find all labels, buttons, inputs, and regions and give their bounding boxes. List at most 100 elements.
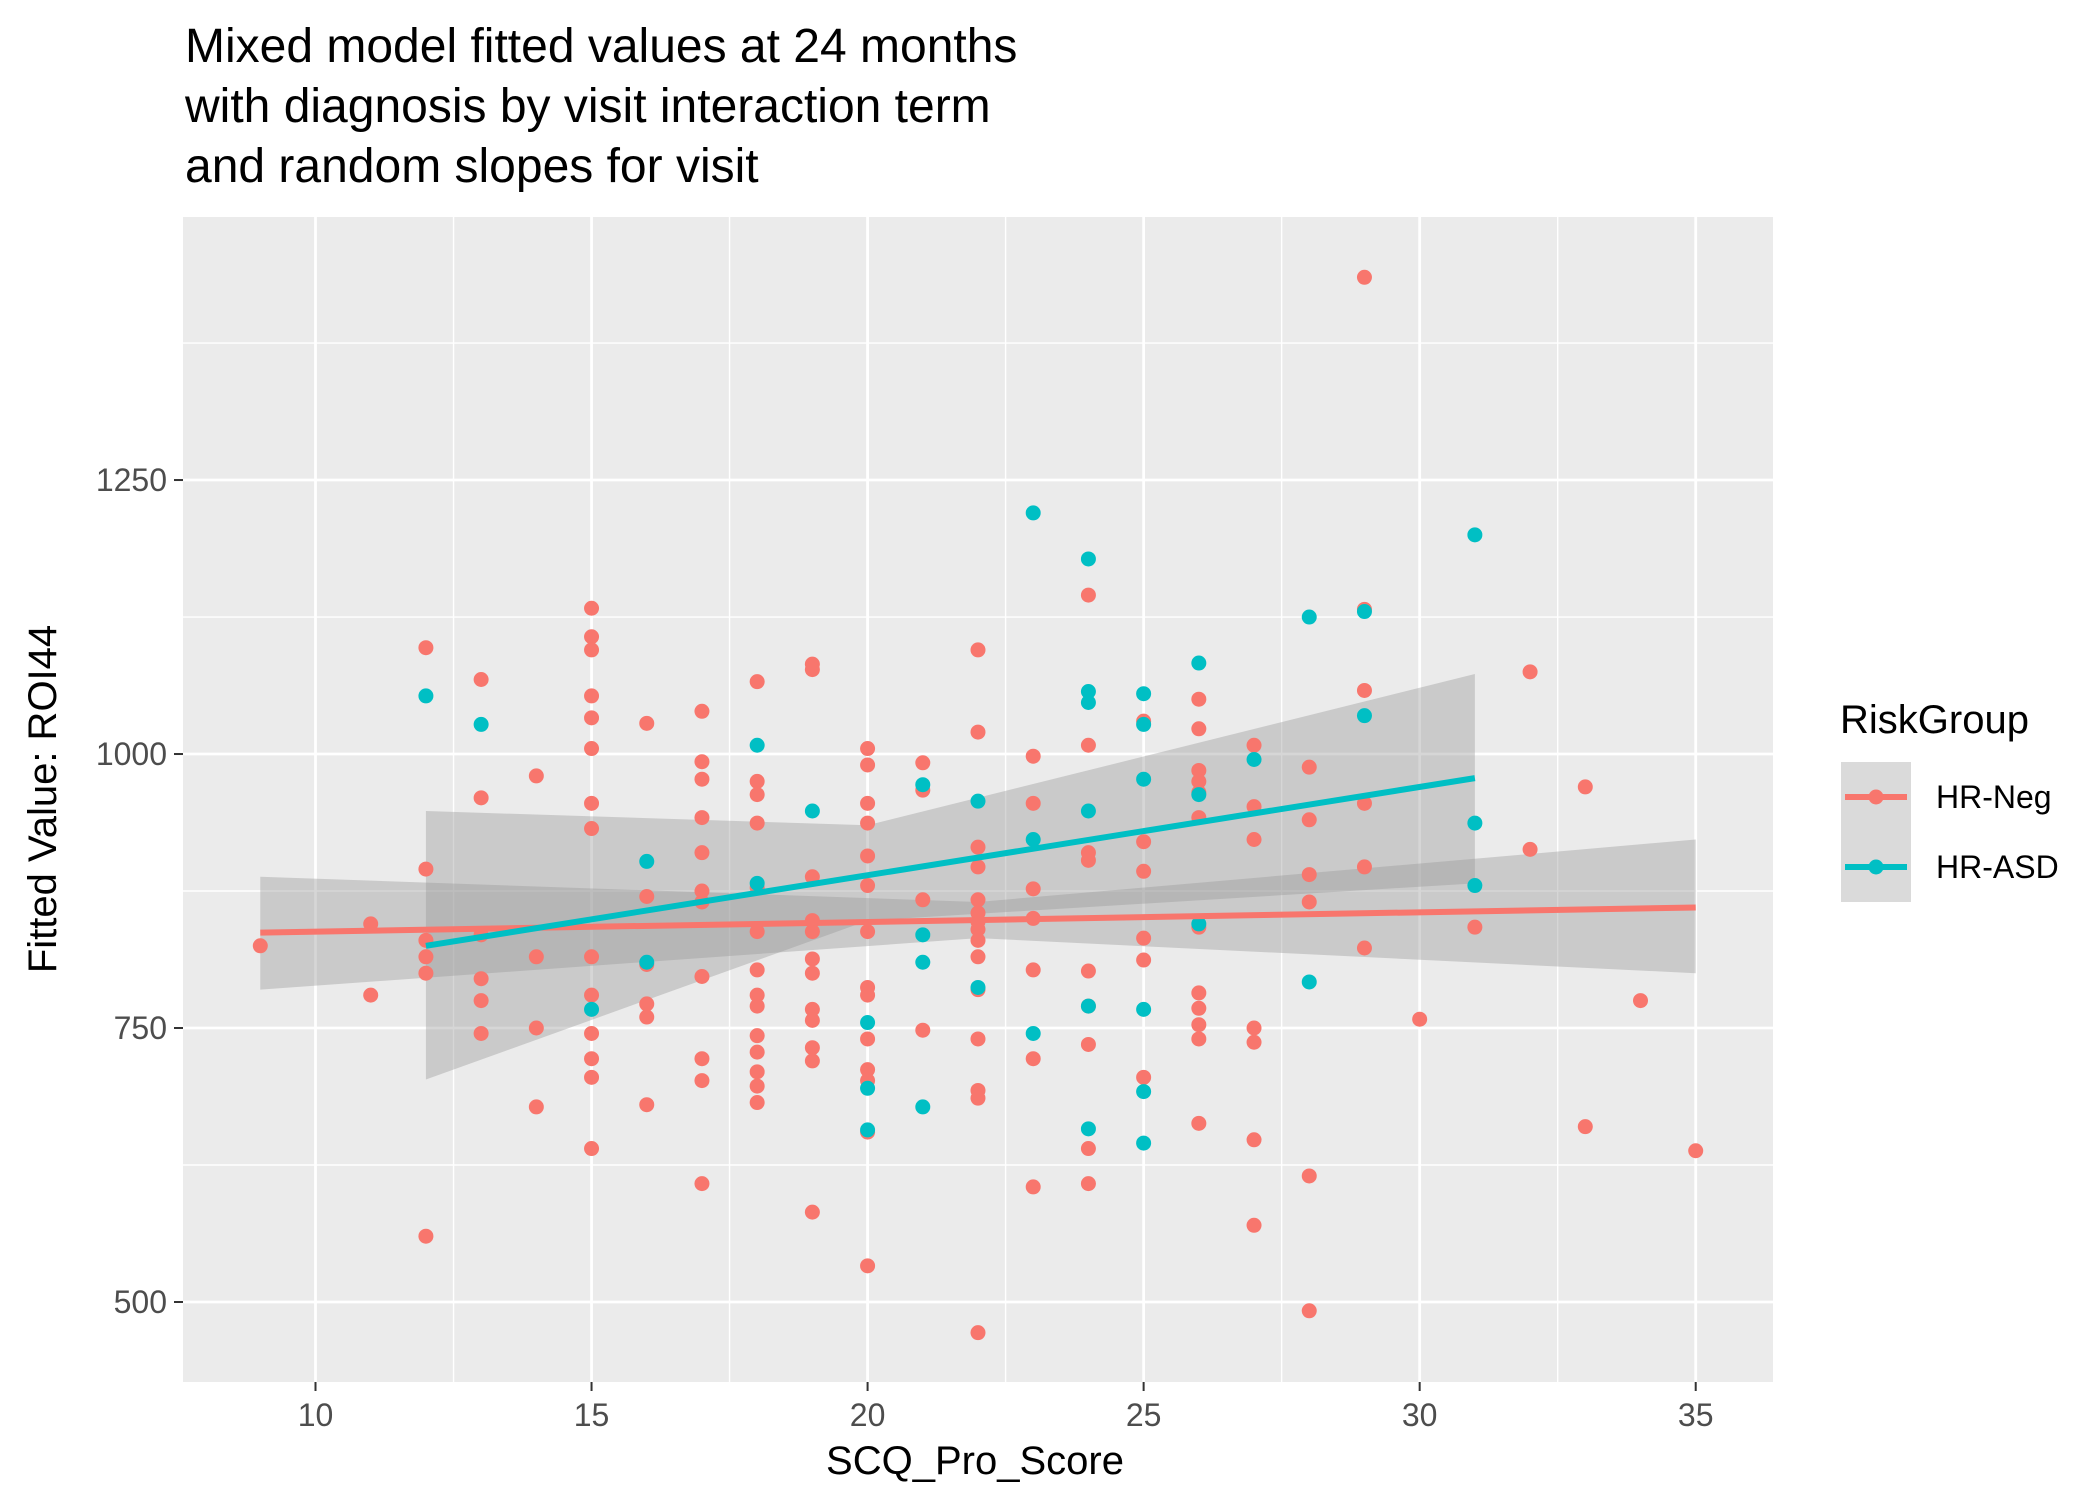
- data-point-HR-ASD: [1136, 686, 1152, 702]
- data-point-HR-Neg: [860, 1258, 876, 1274]
- data-point-HR-ASD: [1301, 609, 1317, 625]
- data-point-HR-Neg: [970, 1090, 986, 1106]
- data-point-HR-Neg: [1577, 779, 1593, 795]
- data-point-HR-Neg: [1246, 832, 1262, 848]
- data-point-HR-Neg: [860, 757, 876, 773]
- data-point-HR-Neg: [639, 888, 655, 904]
- data-point-HR-Neg: [749, 1078, 765, 1094]
- data-point-HR-Neg: [970, 892, 986, 908]
- data-point-HR-Neg: [694, 968, 710, 984]
- data-point-HR-Neg: [749, 1064, 765, 1080]
- data-point-HR-ASD: [915, 954, 931, 970]
- data-point-HR-ASD: [749, 875, 765, 891]
- data-point-HR-Neg: [1246, 1132, 1262, 1148]
- data-point-HR-Neg: [584, 600, 600, 616]
- data-point-HR-Neg: [970, 921, 986, 937]
- data-point-HR-Neg: [528, 1099, 544, 1115]
- chart-title-line-2: with diagnosis by visit interaction term: [184, 80, 991, 133]
- data-point-HR-ASD: [1080, 695, 1096, 711]
- x-tick-label: 25: [1126, 1397, 1162, 1433]
- data-point-HR-Neg: [473, 971, 489, 987]
- data-point-HR-ASD: [1356, 604, 1372, 620]
- legend: RiskGroup HR-Neg HR-ASD: [1840, 698, 2059, 902]
- data-point-HR-Neg: [1688, 1143, 1704, 1159]
- data-point-HR-Neg: [1080, 737, 1096, 753]
- data-point-HR-ASD: [1025, 832, 1041, 848]
- legend-point-HR-Neg: [1868, 789, 1884, 805]
- data-point-HR-ASD: [1467, 878, 1483, 894]
- data-point-HR-Neg: [473, 993, 489, 1009]
- data-point-HR-Neg: [1522, 664, 1538, 680]
- data-point-HR-Neg: [970, 839, 986, 855]
- data-point-HR-ASD: [418, 688, 434, 704]
- data-point-HR-Neg: [860, 795, 876, 811]
- data-point-HR-ASD: [860, 1122, 876, 1138]
- data-point-HR-Neg: [970, 642, 986, 658]
- data-point-HR-Neg: [1191, 1115, 1207, 1131]
- data-point-HR-Neg: [639, 1097, 655, 1113]
- data-point-HR-Neg: [418, 949, 434, 965]
- data-point-HR-Neg: [363, 987, 379, 1003]
- data-point-HR-Neg: [1080, 1036, 1096, 1052]
- x-tick-label: 10: [298, 1397, 334, 1433]
- data-point-HR-Neg: [749, 987, 765, 1003]
- fit-line-HR-Neg: [260, 904, 1696, 936]
- legend-point-HR-ASD: [1868, 859, 1884, 875]
- fit-line-HR-ASD: [425, 775, 1476, 949]
- data-point-HR-ASD: [915, 777, 931, 793]
- y-axis: 500 750 1000 1250: [96, 462, 183, 1320]
- data-point-HR-Neg: [804, 951, 820, 967]
- data-point-HR-ASD: [639, 853, 655, 869]
- data-point-HR-Neg: [749, 1095, 765, 1111]
- data-point-HR-Neg: [1633, 993, 1648, 1009]
- data-point-HR-Neg: [1025, 795, 1041, 811]
- data-point-HR-Neg: [1191, 985, 1207, 1001]
- data-point-HR-Neg: [1136, 930, 1152, 946]
- data-point-HR-Neg: [1136, 1069, 1152, 1085]
- data-point-HR-Neg: [860, 987, 876, 1003]
- data-point-HR-Neg: [584, 949, 600, 965]
- data-point-HR-Neg: [639, 715, 655, 731]
- data-point-HR-Neg: [584, 1069, 600, 1085]
- data-point-HR-Neg: [860, 848, 876, 864]
- x-tick-label: 15: [574, 1397, 610, 1433]
- data-point-HR-ASD: [584, 1001, 600, 1017]
- data-point-HR-Neg: [418, 861, 434, 877]
- data-point-HR-Neg: [860, 924, 876, 940]
- x-tick-label: 20: [850, 1397, 886, 1433]
- data-point-HR-Neg: [584, 710, 600, 726]
- data-point-HR-ASD: [860, 1080, 876, 1096]
- data-point-HR-Neg: [528, 768, 544, 784]
- data-point-HR-Neg: [804, 1053, 820, 1069]
- data-point-HR-Neg: [1301, 759, 1317, 775]
- data-point-HR-Neg: [418, 640, 434, 656]
- data-point-HR-ASD: [1136, 1001, 1152, 1017]
- data-point-HR-Neg: [694, 1176, 710, 1192]
- data-point-HR-Neg: [749, 1044, 765, 1060]
- data-point-HR-ASD: [1191, 655, 1207, 671]
- y-axis-title: Fitted Value: ROI44: [21, 625, 65, 973]
- data-points: [252, 269, 1704, 1341]
- data-point-HR-ASD: [639, 954, 655, 970]
- data-point-HR-Neg: [1191, 1017, 1207, 1033]
- data-point-HR-Neg: [1356, 795, 1372, 811]
- data-point-HR-Neg: [1080, 587, 1096, 603]
- data-point-HR-Neg: [1136, 952, 1152, 968]
- data-point-HR-Neg: [1301, 867, 1317, 883]
- x-tick-label: 35: [1678, 1397, 1714, 1433]
- data-point-HR-Neg: [804, 1001, 820, 1017]
- data-point-HR-Neg: [1080, 1176, 1096, 1192]
- y-tick-label: 750: [114, 1010, 167, 1046]
- data-point-HR-Neg: [1080, 963, 1096, 979]
- data-point-HR-Neg: [1191, 773, 1207, 789]
- data-point-HR-Neg: [639, 996, 655, 1012]
- data-point-HR-Neg: [584, 987, 600, 1003]
- data-point-HR-Neg: [1025, 748, 1041, 764]
- data-point-HR-Neg: [694, 1051, 710, 1067]
- data-point-HR-Neg: [1412, 1011, 1428, 1027]
- data-point-HR-Neg: [418, 1228, 434, 1244]
- data-point-HR-Neg: [473, 1025, 489, 1041]
- data-point-HR-Neg: [1025, 881, 1041, 897]
- data-point-HR-Neg: [584, 629, 600, 645]
